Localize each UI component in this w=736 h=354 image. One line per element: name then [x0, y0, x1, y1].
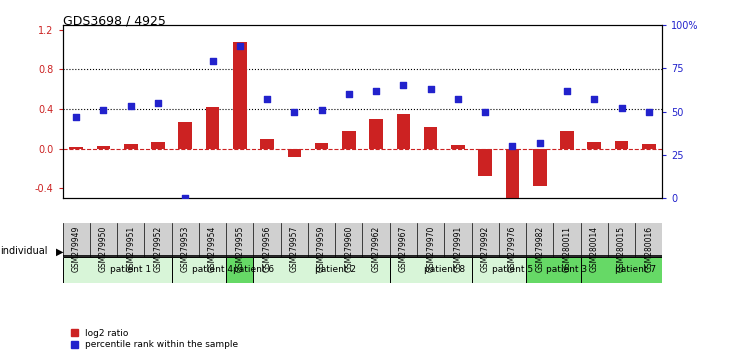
Point — [261, 97, 273, 102]
Text: GSM280014: GSM280014 — [590, 226, 599, 272]
Point — [343, 91, 355, 97]
Text: GSM279955: GSM279955 — [236, 226, 244, 273]
Text: patient 8: patient 8 — [424, 266, 465, 274]
Text: GSM279953: GSM279953 — [181, 226, 190, 273]
Point — [588, 97, 600, 102]
Bar — [205, 107, 219, 149]
Point — [289, 109, 300, 114]
Point — [452, 97, 464, 102]
Text: GSM279950: GSM279950 — [99, 226, 108, 273]
Text: patient 3: patient 3 — [546, 266, 587, 274]
Point — [152, 100, 164, 105]
FancyBboxPatch shape — [472, 257, 526, 283]
Point — [397, 82, 409, 88]
Point — [534, 140, 545, 145]
Bar — [506, 149, 520, 200]
Bar — [233, 42, 247, 149]
Bar — [642, 144, 656, 149]
Bar — [560, 131, 574, 149]
Bar — [424, 127, 437, 149]
Point — [71, 114, 82, 120]
Point — [643, 109, 654, 114]
Text: GSM279956: GSM279956 — [263, 226, 272, 273]
Text: patient 5: patient 5 — [492, 266, 533, 274]
Text: GSM279970: GSM279970 — [426, 226, 435, 273]
Bar — [533, 149, 547, 186]
FancyBboxPatch shape — [390, 257, 472, 283]
Point — [370, 88, 382, 93]
Bar — [69, 147, 83, 149]
Text: GSM279957: GSM279957 — [290, 226, 299, 273]
Bar — [63, 223, 662, 256]
Bar — [96, 146, 110, 149]
Text: GDS3698 / 4925: GDS3698 / 4925 — [63, 14, 166, 27]
Text: GSM279962: GSM279962 — [372, 226, 381, 272]
Bar — [615, 141, 629, 149]
Point — [561, 88, 573, 93]
Text: GSM279954: GSM279954 — [208, 226, 217, 273]
Point — [125, 103, 137, 109]
Point — [615, 105, 627, 111]
Point — [207, 58, 219, 64]
Text: patient 1: patient 1 — [110, 266, 152, 274]
Point — [234, 43, 246, 48]
Text: GSM279992: GSM279992 — [481, 226, 489, 272]
Text: GSM279976: GSM279976 — [508, 226, 517, 273]
Bar — [369, 119, 383, 149]
Bar — [478, 149, 492, 176]
Text: GSM279952: GSM279952 — [154, 226, 163, 272]
Text: GSM279960: GSM279960 — [344, 226, 353, 273]
Text: GSM279967: GSM279967 — [399, 226, 408, 273]
Point — [316, 107, 328, 113]
Point — [479, 109, 491, 114]
Point — [98, 107, 110, 113]
Bar — [151, 142, 165, 149]
Point — [425, 86, 436, 92]
Point — [506, 143, 518, 149]
Text: GSM280011: GSM280011 — [562, 226, 571, 272]
Legend: log2 ratio, percentile rank within the sample: log2 ratio, percentile rank within the s… — [71, 329, 238, 349]
Bar — [587, 142, 601, 149]
Text: patient 7: patient 7 — [615, 266, 656, 274]
FancyBboxPatch shape — [226, 257, 253, 283]
Text: GSM280015: GSM280015 — [617, 226, 626, 272]
Text: patient 2: patient 2 — [315, 266, 355, 274]
Bar — [397, 114, 410, 149]
Bar — [342, 131, 355, 149]
Text: GSM279982: GSM279982 — [535, 226, 544, 272]
Text: patient 4: patient 4 — [192, 266, 233, 274]
FancyBboxPatch shape — [253, 257, 390, 283]
FancyBboxPatch shape — [171, 257, 226, 283]
FancyBboxPatch shape — [526, 257, 581, 283]
Text: patient 6: patient 6 — [233, 266, 274, 274]
Text: GSM279949: GSM279949 — [71, 226, 81, 273]
Text: GSM280016: GSM280016 — [644, 226, 654, 272]
Text: individual: individual — [0, 246, 48, 256]
Bar — [288, 149, 301, 156]
Bar — [261, 139, 274, 149]
Bar — [315, 143, 328, 149]
Text: GSM279991: GSM279991 — [453, 226, 462, 272]
Text: ▶: ▶ — [56, 246, 63, 256]
Point — [180, 195, 191, 201]
Bar — [178, 122, 192, 149]
FancyBboxPatch shape — [63, 257, 171, 283]
Bar — [124, 144, 138, 149]
Text: GSM279959: GSM279959 — [317, 226, 326, 273]
Bar — [451, 145, 464, 149]
FancyBboxPatch shape — [581, 257, 662, 283]
Text: GSM279951: GSM279951 — [126, 226, 135, 272]
